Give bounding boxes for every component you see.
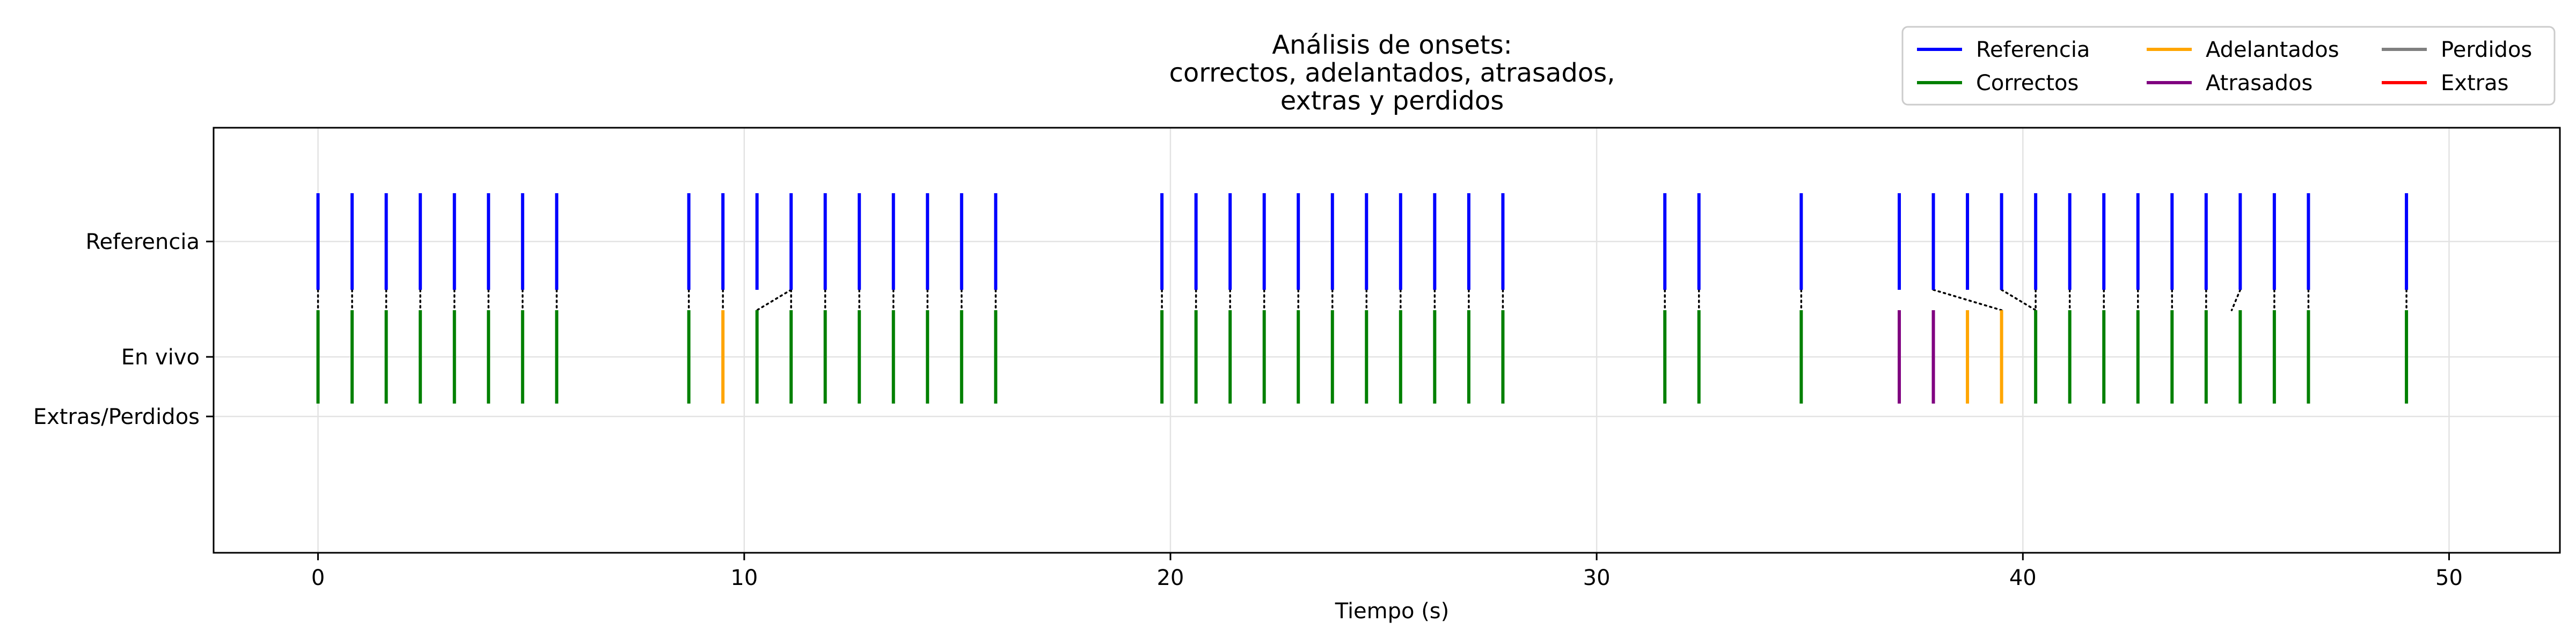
y-axis-ticks: Referencia En vivo Extras/Perdidos bbox=[33, 230, 214, 429]
match-connector bbox=[2000, 289, 2037, 311]
legend-label: Correctos bbox=[1976, 71, 2079, 96]
legend-label: Extras bbox=[2441, 71, 2508, 96]
x-tick-label: 20 bbox=[1157, 566, 1184, 590]
title-line-2: correctos, adelantados, atrasados, bbox=[1169, 58, 1615, 88]
x-tick-label: 10 bbox=[730, 566, 758, 590]
y-tick-label: Extras/Perdidos bbox=[33, 405, 200, 429]
x-tick-label: 50 bbox=[2435, 566, 2463, 590]
match-connector bbox=[2230, 289, 2242, 311]
x-axis-ticks: 0 10 20 30 40 50 bbox=[311, 553, 2463, 590]
title-line-1: Análisis de onsets: bbox=[1272, 30, 1512, 60]
legend-label: Perdidos bbox=[2441, 38, 2532, 62]
match-connector bbox=[756, 289, 792, 311]
x-tick-label: 30 bbox=[1583, 566, 1611, 590]
event-marks bbox=[316, 193, 2409, 404]
x-axis-label: Tiempo (s) bbox=[1335, 599, 1450, 624]
legend-label: Referencia bbox=[1976, 38, 2090, 62]
title-line-3: extras y perdidos bbox=[1280, 86, 1504, 116]
legend-entries: Referencia Correctos Adelantados Atrasados P… bbox=[1917, 38, 2532, 96]
x-tick-label: 0 bbox=[311, 566, 325, 590]
legend-label: Adelantados bbox=[2206, 38, 2339, 62]
grid-lines bbox=[214, 128, 2560, 553]
legend: Referencia Correctos Adelantados Atrasados P… bbox=[1901, 26, 2556, 106]
legend-box bbox=[1901, 26, 2556, 106]
y-tick-label: Referencia bbox=[86, 230, 200, 254]
plot-frame bbox=[213, 127, 2561, 554]
x-tick-label: 40 bbox=[2009, 566, 2037, 590]
match-connectors bbox=[317, 289, 2407, 311]
y-tick-label: En vivo bbox=[121, 345, 200, 370]
legend-label: Atrasados bbox=[2206, 71, 2312, 96]
chart-title: Análisis de onsets: correctos, adelantad… bbox=[1169, 30, 1615, 116]
match-connector bbox=[1932, 289, 2003, 311]
